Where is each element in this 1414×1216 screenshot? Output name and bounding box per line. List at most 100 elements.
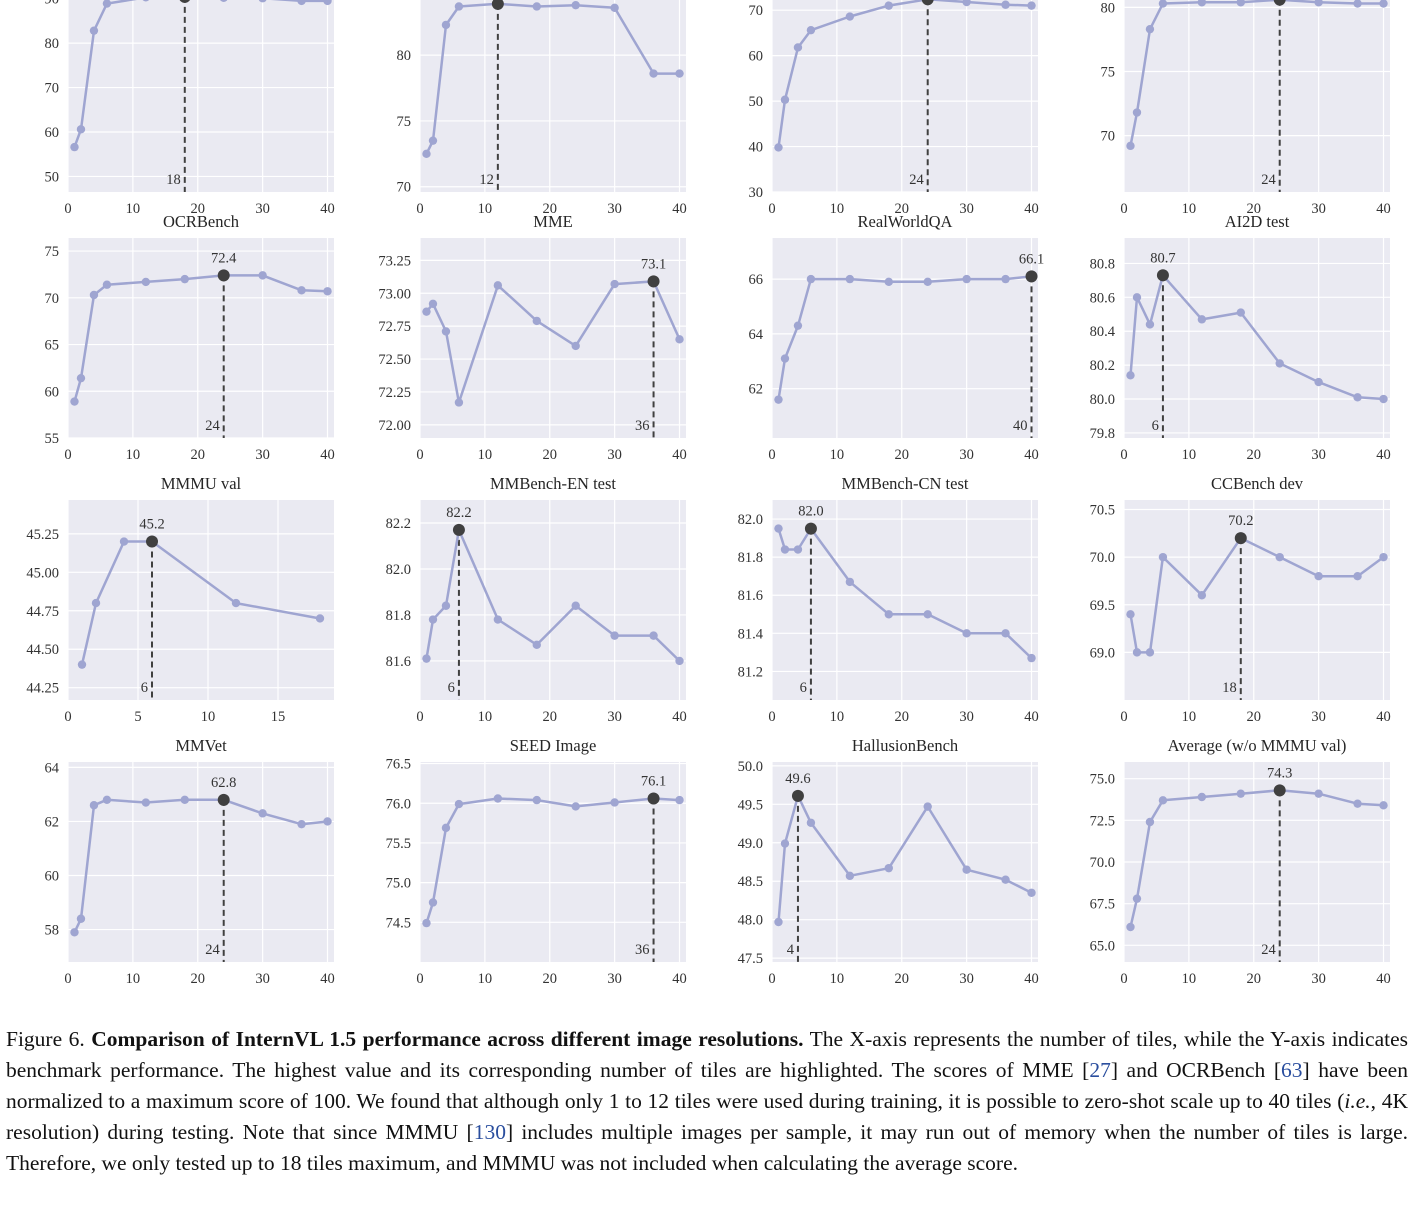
y-tick-label: 65.0 bbox=[1090, 938, 1115, 954]
data-point bbox=[962, 629, 971, 638]
data-point bbox=[1236, 308, 1245, 317]
y-tick-label: 70 bbox=[45, 291, 60, 307]
x-tick-label: 20 bbox=[543, 201, 558, 217]
series-line bbox=[425, 528, 681, 662]
data-point bbox=[91, 598, 101, 608]
x-tick-label: 0 bbox=[416, 447, 423, 463]
peak-value-label: 82.0 bbox=[798, 504, 823, 520]
y-tick-label: 49.5 bbox=[738, 797, 763, 813]
data-point bbox=[89, 26, 99, 35]
data-point bbox=[422, 307, 431, 316]
y-tick-label: 30 bbox=[749, 185, 764, 201]
best-x-label: 6 bbox=[448, 680, 455, 696]
y-tick-label: 69.5 bbox=[1090, 598, 1115, 614]
data-point bbox=[780, 354, 790, 363]
x-tick-label: 0 bbox=[1120, 447, 1127, 463]
x-tick-label: 40 bbox=[1376, 201, 1391, 217]
best-x-label: 24 bbox=[1261, 172, 1276, 188]
peak-value-label: 70.2 bbox=[1228, 513, 1253, 529]
citation-link[interactable]: 130 bbox=[473, 1120, 506, 1144]
x-tick-label: 10 bbox=[830, 201, 845, 217]
chart-title: MME bbox=[533, 212, 572, 231]
x-tick-label: 20 bbox=[895, 971, 910, 987]
y-tick-label: 45.25 bbox=[26, 527, 59, 543]
plot-background bbox=[1124, 0, 1390, 192]
x-tick-label: 15 bbox=[271, 709, 286, 725]
citation-link[interactable]: 63 bbox=[1281, 1058, 1303, 1082]
data-point bbox=[675, 335, 684, 344]
data-point bbox=[422, 654, 431, 663]
plot-background bbox=[420, 500, 686, 700]
series-line bbox=[425, 2, 680, 155]
data-point bbox=[70, 928, 79, 937]
data-point bbox=[610, 631, 619, 640]
chart-title: MMBench-CN test bbox=[842, 474, 969, 493]
data-point bbox=[610, 798, 619, 807]
x-tick-label: 20 bbox=[191, 971, 206, 987]
best-x-label: 18 bbox=[1222, 680, 1237, 696]
x-tick-label: 0 bbox=[64, 971, 71, 987]
y-tick-label: 76.5 bbox=[386, 757, 411, 773]
data-point bbox=[422, 918, 431, 928]
best-data-point bbox=[1234, 532, 1247, 545]
x-tick-label: 10 bbox=[478, 201, 493, 217]
caption-text-5: ] includes multiple images per sample, i… bbox=[6, 1120, 1409, 1175]
x-tick-label: 30 bbox=[1311, 971, 1326, 987]
data-point bbox=[76, 914, 86, 923]
chart-panel: 0 10 20 30 40 55 60 65 70 75 OCRBench 24 72.4 bbox=[45, 212, 335, 463]
data-point bbox=[258, 0, 267, 3]
peak-value-label: 72.4 bbox=[211, 250, 237, 266]
data-point bbox=[70, 397, 79, 406]
x-tick-label: 20 bbox=[543, 971, 558, 987]
data-point bbox=[258, 271, 267, 280]
y-tick-label: 49.0 bbox=[738, 836, 763, 852]
x-tick-label: 0 bbox=[768, 709, 775, 725]
citation-link[interactable]: 27 bbox=[1089, 1058, 1111, 1082]
x-tick-label: 40 bbox=[1024, 201, 1039, 217]
series-line bbox=[777, 527, 1033, 660]
data-point bbox=[806, 818, 816, 827]
y-tick-label: 81.4 bbox=[738, 626, 764, 642]
x-tick-label: 30 bbox=[959, 447, 974, 463]
data-point bbox=[323, 0, 332, 6]
data-point bbox=[780, 839, 790, 848]
plot-background bbox=[68, 238, 334, 438]
data-point bbox=[649, 69, 658, 78]
y-tick-label: 70 bbox=[1101, 129, 1116, 145]
data-point bbox=[962, 0, 971, 7]
data-point bbox=[1001, 0, 1010, 9]
y-tick-label: 50 bbox=[749, 94, 764, 110]
data-point bbox=[1132, 648, 1142, 657]
x-tick-label: 30 bbox=[959, 201, 974, 217]
data-point bbox=[571, 0, 580, 10]
best-x-label: 18 bbox=[166, 172, 181, 188]
chart-panel: 0 10 20 30 40 62 64 66 RealWorldQA 40 66.1 bbox=[749, 212, 1045, 463]
x-tick-label: 20 bbox=[543, 447, 558, 463]
y-tick-label: 75.5 bbox=[386, 836, 411, 852]
data-point bbox=[1314, 571, 1323, 581]
x-tick-label: 10 bbox=[830, 447, 845, 463]
x-tick-label: 0 bbox=[416, 201, 423, 217]
x-tick-label: 10 bbox=[478, 709, 493, 725]
y-tick-label: 73.25 bbox=[378, 253, 411, 269]
data-point bbox=[1126, 610, 1135, 619]
data-point bbox=[610, 279, 619, 289]
x-tick-label: 30 bbox=[1311, 709, 1326, 725]
x-tick-label: 30 bbox=[959, 971, 974, 987]
data-point bbox=[793, 43, 803, 52]
y-tick-label: 81.6 bbox=[386, 654, 411, 670]
x-tick-label: 10 bbox=[478, 971, 493, 987]
best-data-point bbox=[146, 535, 158, 548]
data-point bbox=[297, 0, 306, 6]
chart-title: MMBench-EN test bbox=[490, 474, 616, 493]
chart-title: MMVet bbox=[175, 736, 227, 755]
data-point bbox=[1132, 894, 1142, 903]
best-data-point bbox=[1025, 270, 1038, 283]
best-data-point bbox=[179, 0, 190, 3]
x-tick-label: 20 bbox=[1247, 709, 1262, 725]
data-point bbox=[532, 2, 541, 11]
x-tick-label: 10 bbox=[830, 709, 845, 725]
chart-panel: 0 5 10 15 44.25 44.50 44.75 45.00 45.25 MMMU val 6… bbox=[26, 474, 334, 725]
best-data-point bbox=[217, 793, 230, 806]
y-tick-label: 60 bbox=[45, 869, 60, 885]
